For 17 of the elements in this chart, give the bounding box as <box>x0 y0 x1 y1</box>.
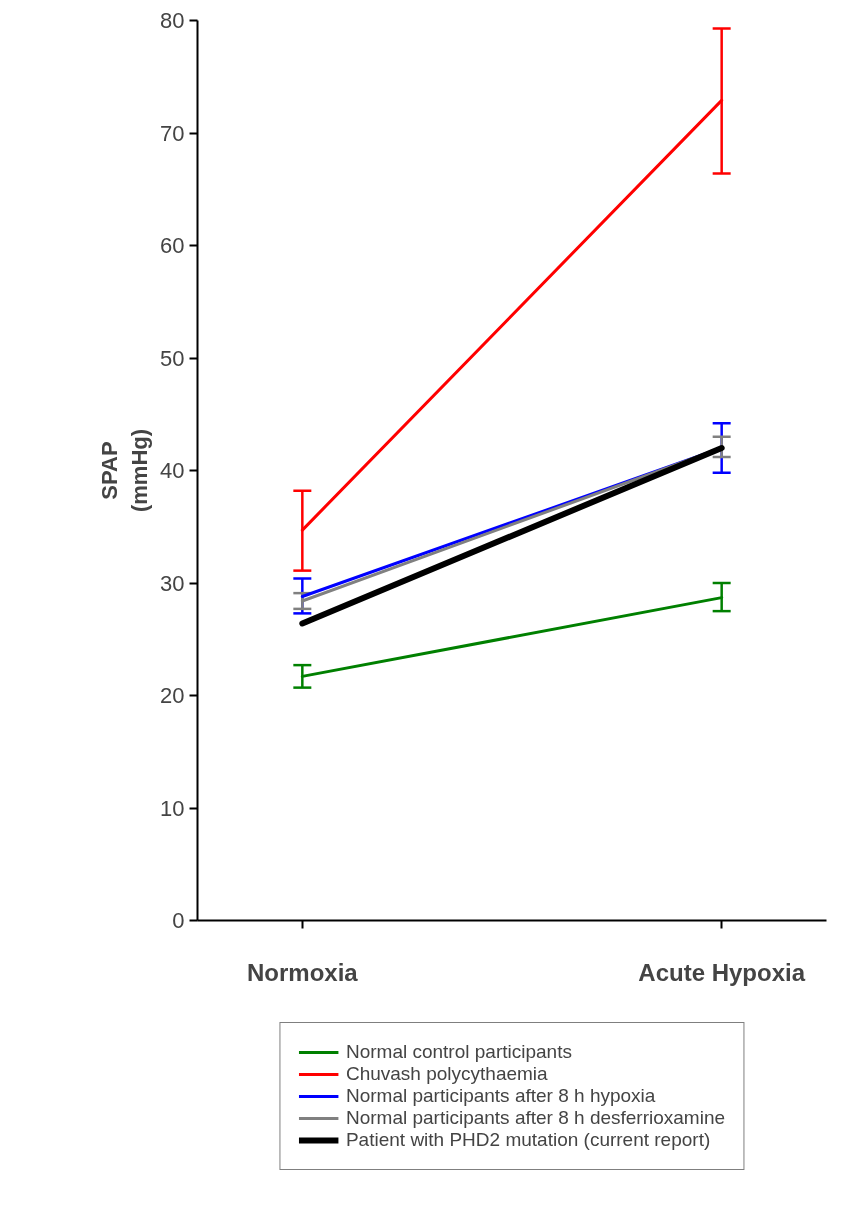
x-tick-label: Acute Hypoxia <box>638 958 806 986</box>
legend-label: Chuvash polycythaemia <box>345 1062 548 1085</box>
legend-label: Normal participants after 8 h desferrioxamine <box>345 1106 726 1129</box>
y-tick-label: 0 <box>172 908 185 933</box>
legend-label: Normal participants after 8 h hypoxia <box>345 1084 656 1107</box>
legend-label: Normal control participants <box>345 1040 572 1063</box>
y-tick-label: 60 <box>160 233 185 258</box>
legend-label: Patient with PHD2 mutation (current report) <box>345 1128 711 1151</box>
y-tick-label: 40 <box>160 458 185 483</box>
y-tick-label: 80 <box>160 8 185 33</box>
y-axis-title: SPAP (mmHg) <box>97 428 153 513</box>
y-tick-label: 20 <box>160 683 185 708</box>
x-tick-label: Normoxia <box>246 958 359 986</box>
y-tick-label: 10 <box>160 795 185 821</box>
y-tick-label: 30 <box>160 570 185 596</box>
y-tick-label: 50 <box>160 345 185 371</box>
y-tick-label: 70 <box>160 120 185 146</box>
